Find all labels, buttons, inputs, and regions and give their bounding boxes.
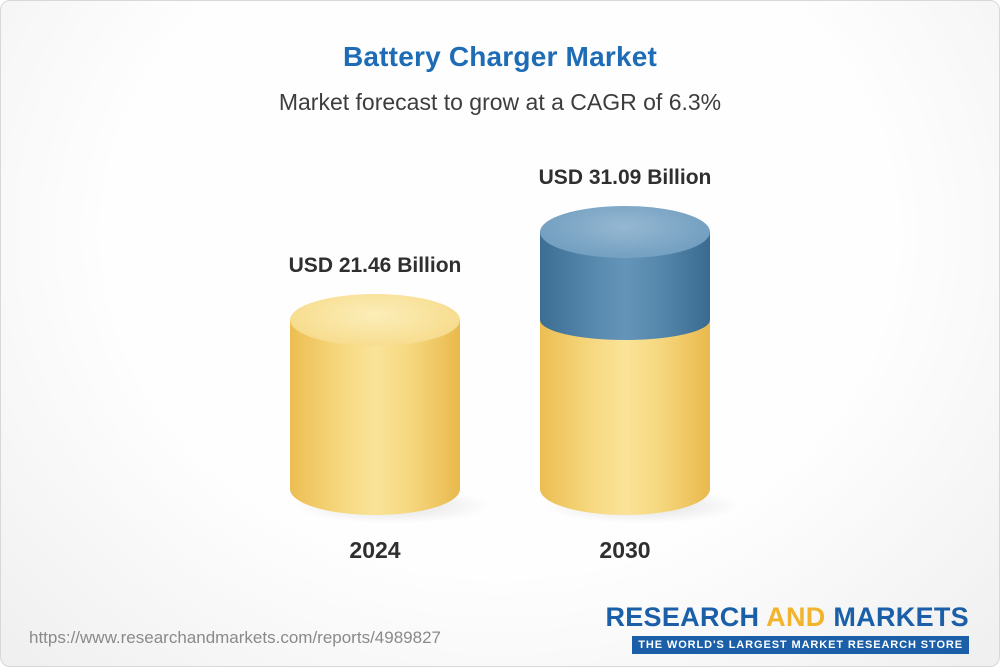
- cylinder-top-cap-2024: [290, 293, 460, 346]
- cylinder-2024: [285, 293, 499, 525]
- chart-subtitle: Market forecast to grow at a CAGR of 6.3…: [278, 89, 722, 115]
- value-label-2030: USD 31.09 Billion: [538, 166, 712, 190]
- category-label-2030: 2030: [599, 537, 651, 563]
- logo-word-and: AND: [766, 602, 826, 632]
- cylinder-bar-chart: USD 21.46 Billion 2024 USD 31.09 Billion…: [1, 166, 999, 564]
- category-label-2024: 2024: [349, 537, 401, 563]
- logo-word-markets: MARKETS: [833, 602, 969, 632]
- cylinder-2030: [535, 206, 749, 525]
- bar-column-2024: USD 21.46 Billion 2024: [250, 254, 500, 564]
- logo-tagline: THE WORLD'S LARGEST MARKET RESEARCH STOR…: [632, 636, 969, 654]
- research-and-markets-logo: RESEARCH AND MARKETS THE WORLD'S LARGEST…: [605, 602, 969, 654]
- logo-word-research: RESEARCH: [605, 602, 760, 632]
- value-label-2024: USD 21.46 Billion: [288, 253, 462, 277]
- bar-column-2030: USD 31.09 Billion 2030: [500, 166, 750, 564]
- cylinder-top-cap-2030: [540, 206, 710, 259]
- chart-header: Battery Charger Market Market forecast t…: [1, 1, 999, 116]
- source-url-link[interactable]: https://www.researchandmarkets.com/repor…: [29, 628, 441, 647]
- bar-segment-2024-value: [290, 319, 460, 515]
- bar-segment-2030-base: [540, 319, 710, 515]
- chart-title: Battery Charger Market: [342, 41, 658, 72]
- logo-wordmark: RESEARCH AND MARKETS: [605, 602, 969, 633]
